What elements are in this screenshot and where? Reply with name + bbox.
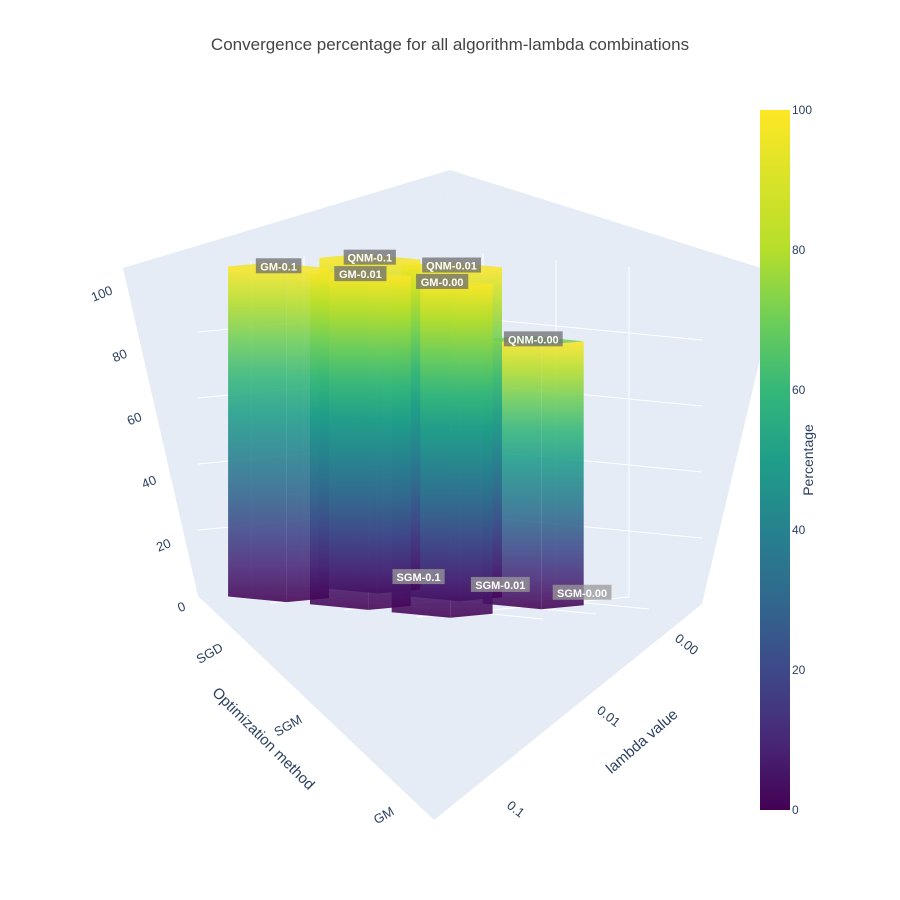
x-axis-title: Optimization method <box>209 684 318 793</box>
colorbar-tick-label: 80 <box>792 243 806 257</box>
z-tick-label: 60 <box>125 409 144 428</box>
bar-label-GM-0.1: GM-0.1 <box>255 258 302 274</box>
label-background <box>470 576 530 592</box>
y-tick-label: 0.00 <box>672 631 701 658</box>
colorbar-tick-label: 60 <box>792 383 806 397</box>
label-background <box>392 569 445 585</box>
colorbar-ticks: 0 20 40 60 80 100 <box>792 103 812 817</box>
label-text: GM-0.1 <box>260 261 297 273</box>
bar-side-right <box>450 283 493 618</box>
bar-side-right <box>368 275 411 610</box>
label-text: SGM-0.01 <box>475 580 525 592</box>
y-tick-label: 0.01 <box>594 703 623 730</box>
bar-label-QNM-0.00: QNM-0.00 <box>503 331 563 347</box>
label-text: GM-0.01 <box>339 269 382 281</box>
colorbar-title: Percentage <box>800 424 816 496</box>
chart-title: Convergence percentage for all algorithm… <box>211 35 689 54</box>
label-text: SGM-0.00 <box>557 588 607 600</box>
z-tick-label: 80 <box>110 346 129 365</box>
bar-label-SGM-0.1: SGM-0.1 <box>392 569 445 585</box>
label-text: SGM-0.1 <box>397 572 441 584</box>
bars <box>228 253 584 618</box>
label-text: GM-0.00 <box>421 277 464 289</box>
label-background <box>343 249 396 265</box>
bar-side-right <box>286 268 329 603</box>
colorbar-gradient <box>760 110 790 810</box>
colorbar: 0 20 40 60 80 100 Percentage <box>760 103 816 817</box>
colorbar-tick-label: 0 <box>792 803 799 817</box>
colorbar-tick-label: 40 <box>792 523 806 537</box>
label-text: QNM-0.01 <box>426 261 477 273</box>
label-background <box>255 258 302 274</box>
scene: 0 20 40 60 80 100 SGD SGM GM 0.00 0.01 0.1 Optimi… <box>89 170 780 827</box>
bar-GM-0.1 <box>228 262 329 603</box>
bar-label-GM-0.01: GM-0.01 <box>334 266 387 282</box>
x-tick-label: SGD <box>194 640 226 667</box>
bar-label-QNM-0.01: QNM-0.01 <box>422 257 481 273</box>
x-tick-label: SGM <box>271 712 304 740</box>
label-background <box>416 273 469 289</box>
y-tick-label: 0.1 <box>504 798 527 821</box>
x-tick-label: GM <box>371 804 397 827</box>
z-tick-label: 100 <box>89 283 115 305</box>
z-tick-label: 0 <box>175 599 187 616</box>
colorbar-tick-label: 20 <box>792 663 806 677</box>
bar-label-SGM-0.00: SGM-0.00 <box>552 584 612 600</box>
bar-side-right <box>541 341 584 610</box>
label-text: QNM-0.1 <box>347 253 392 265</box>
label-background <box>503 331 563 347</box>
bar-label-SGM-0.01: SGM-0.01 <box>470 576 530 592</box>
bar-side-front <box>228 266 287 603</box>
bar-labels: SGM-0.00 QNM-0.00 SGM-0.01 QNM-0.01 SGM-0.1 G… <box>255 249 612 600</box>
bar-label-QNM-0.1: QNM-0.1 <box>343 249 396 265</box>
z-tick-label: 40 <box>139 472 158 491</box>
label-background <box>422 257 481 273</box>
label-background <box>552 584 612 600</box>
bar-label-GM-0.00: GM-0.00 <box>416 273 469 289</box>
label-background <box>334 266 387 282</box>
label-text: QNM-0.00 <box>508 334 559 346</box>
z-tick-label: 20 <box>154 535 173 554</box>
floor <box>198 576 702 820</box>
colorbar-tick-label: 100 <box>792 103 812 117</box>
